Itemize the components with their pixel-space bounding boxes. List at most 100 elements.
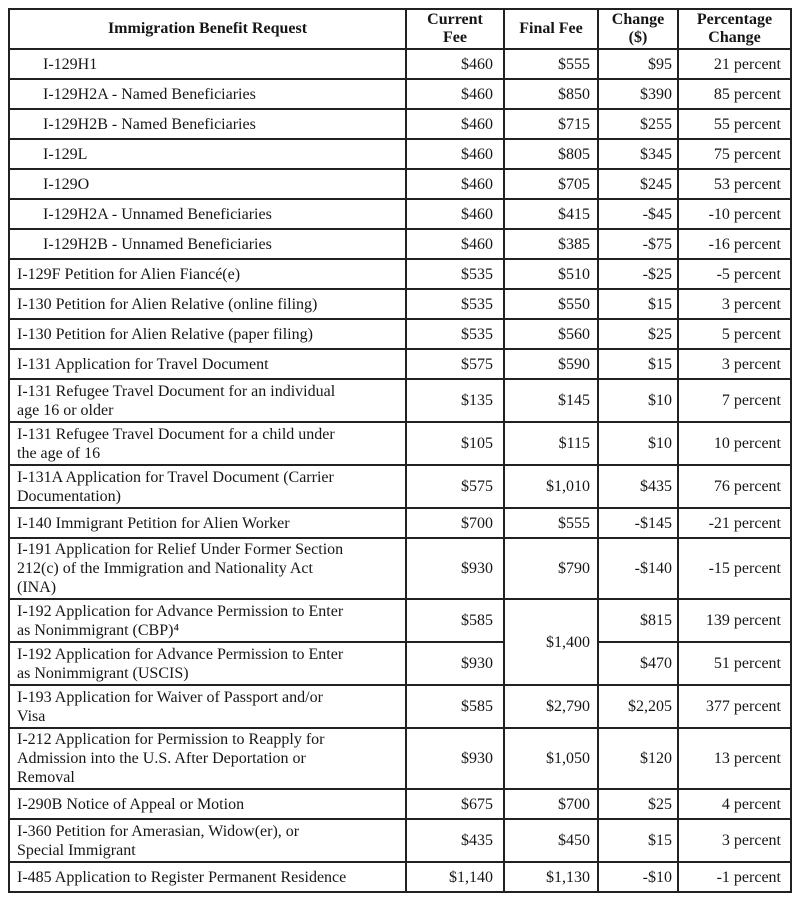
table-row: I-485 Application to Register Permanent … <box>8 861 792 893</box>
percentage-change-cell: 85 percent <box>677 78 792 110</box>
change-cell: $470 <box>597 641 679 686</box>
benefit-cell: I-130 Petition for Alien Relative (onlin… <box>8 288 407 320</box>
current-fee-cell: $930 <box>405 641 505 686</box>
benefit-cell: I-129F Petition for Alien Fiancé(e) <box>8 258 407 290</box>
percentage-change-cell: 4 percent <box>677 788 792 820</box>
table-row: I-129H1 $460 $555 $95 21 percent <box>8 48 792 80</box>
table-row: I-131A Application for Travel Document (… <box>8 464 792 509</box>
change-cell: $15 <box>597 818 679 863</box>
table-row: I-360 Petition for Amerasian, Widow(er),… <box>8 818 792 863</box>
final-fee-cell: $715 <box>503 108 599 140</box>
benefit-cell: I-129H1 <box>8 48 407 80</box>
percentage-change-cell: 3 percent <box>677 818 792 863</box>
change-cell: $345 <box>597 138 679 170</box>
percentage-change-cell: 75 percent <box>677 138 792 170</box>
benefit-cell: I-131A Application for Travel Document (… <box>8 464 407 509</box>
benefit-cell: I-129H2A - Unnamed Beneficiaries <box>8 198 407 230</box>
current-fee-cell: $585 <box>405 598 505 643</box>
header-immigration-benefit-request: Immigration Benefit Request <box>8 8 407 50</box>
final-fee-cell: $145 <box>503 378 599 423</box>
table-row: I-129L $460 $805 $345 75 percent <box>8 138 792 170</box>
benefit-cell: I-193 Application for Waiver of Passport… <box>8 684 407 729</box>
percentage-change-cell: 377 percent <box>677 684 792 729</box>
current-fee-cell: $460 <box>405 78 505 110</box>
final-fee-cell: $705 <box>503 168 599 200</box>
benefit-cell: I-131 Application for Travel Document <box>8 348 407 380</box>
table-row: I-129H2A - Unnamed Beneficiaries $460 $415… <box>8 198 792 230</box>
change-cell: $10 <box>597 421 679 466</box>
percentage-change-cell: 3 percent <box>677 348 792 380</box>
change-cell: $10 <box>597 378 679 423</box>
current-fee-cell: $700 <box>405 507 505 539</box>
change-cell: $2,205 <box>597 684 679 729</box>
table-row: I-290B Notice of Appeal or Motion $675 $70… <box>8 788 792 820</box>
benefit-cell: I-130 Petition for Alien Relative (paper… <box>8 318 407 350</box>
change-cell: $15 <box>597 288 679 320</box>
change-cell: $95 <box>597 48 679 80</box>
header-current-fee: Current Fee <box>405 8 505 50</box>
benefit-cell: I-191 Application for Relief Under Forme… <box>8 537 407 600</box>
current-fee-cell: $460 <box>405 138 505 170</box>
percentage-change-cell: 76 percent <box>677 464 792 509</box>
current-fee-cell: $675 <box>405 788 505 820</box>
table-row: I-192 Application for Advance Permission… <box>8 641 792 686</box>
current-fee-cell: $575 <box>405 348 505 380</box>
current-fee-cell: $930 <box>405 537 505 600</box>
final-fee-cell: $450 <box>503 818 599 863</box>
table-row: I-131 Refugee Travel Document for a chil… <box>8 421 792 466</box>
percentage-change-cell: -10 percent <box>677 198 792 230</box>
change-cell: $390 <box>597 78 679 110</box>
final-fee-cell: $850 <box>503 78 599 110</box>
change-cell: -$45 <box>597 198 679 230</box>
percentage-change-cell: 55 percent <box>677 108 792 140</box>
table-header-row: Immigration Benefit Request Current Fee … <box>8 8 792 50</box>
percentage-change-cell: 10 percent <box>677 421 792 466</box>
benefit-cell: I-192 Application for Advance Permission… <box>8 598 407 643</box>
current-fee-cell: $930 <box>405 727 505 790</box>
current-fee-cell: $460 <box>405 198 505 230</box>
change-cell: $120 <box>597 727 679 790</box>
change-cell: -$140 <box>597 537 679 600</box>
percentage-change-cell: 51 percent <box>677 641 792 686</box>
percentage-change-cell: -16 percent <box>677 228 792 260</box>
benefit-cell: I-140 Immigrant Petition for Alien Worke… <box>8 507 407 539</box>
immigration-fee-table: Immigration Benefit Request Current Fee … <box>8 8 792 893</box>
percentage-change-cell: 5 percent <box>677 318 792 350</box>
current-fee-cell: $535 <box>405 318 505 350</box>
benefit-cell: I-131 Refugee Travel Document for a chil… <box>8 421 407 466</box>
table-row: I-130 Petition for Alien Relative (paper… <box>8 318 792 350</box>
final-fee-cell: $1,050 <box>503 727 599 790</box>
table-row: I-193 Application for Waiver of Passport… <box>8 684 792 729</box>
benefit-cell: I-131 Refugee Travel Document for an ind… <box>8 378 407 423</box>
benefit-cell: I-129O <box>8 168 407 200</box>
current-fee-cell: $460 <box>405 48 505 80</box>
header-change-dollars: Change ($) <box>597 8 679 50</box>
table-row: I-212 Application for Permission to Reap… <box>8 727 792 790</box>
benefit-cell: I-212 Application for Permission to Reap… <box>8 727 407 790</box>
change-cell: -$145 <box>597 507 679 539</box>
percentage-change-cell: 7 percent <box>677 378 792 423</box>
change-cell: $245 <box>597 168 679 200</box>
benefit-cell: I-360 Petition for Amerasian, Widow(er),… <box>8 818 407 863</box>
change-cell: $255 <box>597 108 679 140</box>
change-cell: -$10 <box>597 861 679 893</box>
current-fee-cell: $535 <box>405 288 505 320</box>
percentage-change-cell: 53 percent <box>677 168 792 200</box>
change-cell: -$75 <box>597 228 679 260</box>
change-cell: $815 <box>597 598 679 643</box>
current-fee-cell: $460 <box>405 108 505 140</box>
benefit-cell: I-485 Application to Register Permanent … <box>8 861 407 893</box>
benefit-cell: I-129H2B - Unnamed Beneficiaries <box>8 228 407 260</box>
final-fee-cell: $590 <box>503 348 599 380</box>
current-fee-cell: $1,140 <box>405 861 505 893</box>
header-percentage-change: Percentage Change <box>677 8 792 50</box>
table-row: I-129H2B - Named Beneficiaries $460 $715 $2… <box>8 108 792 140</box>
benefit-cell: I-129H2A - Named Beneficiaries <box>8 78 407 110</box>
percentage-change-cell: -15 percent <box>677 537 792 600</box>
benefit-cell: I-129L <box>8 138 407 170</box>
table-row: I-129F Petition for Alien Fiancé(e) $535 $… <box>8 258 792 290</box>
change-cell: $25 <box>597 788 679 820</box>
final-fee-cell: $555 <box>503 507 599 539</box>
current-fee-cell: $585 <box>405 684 505 729</box>
